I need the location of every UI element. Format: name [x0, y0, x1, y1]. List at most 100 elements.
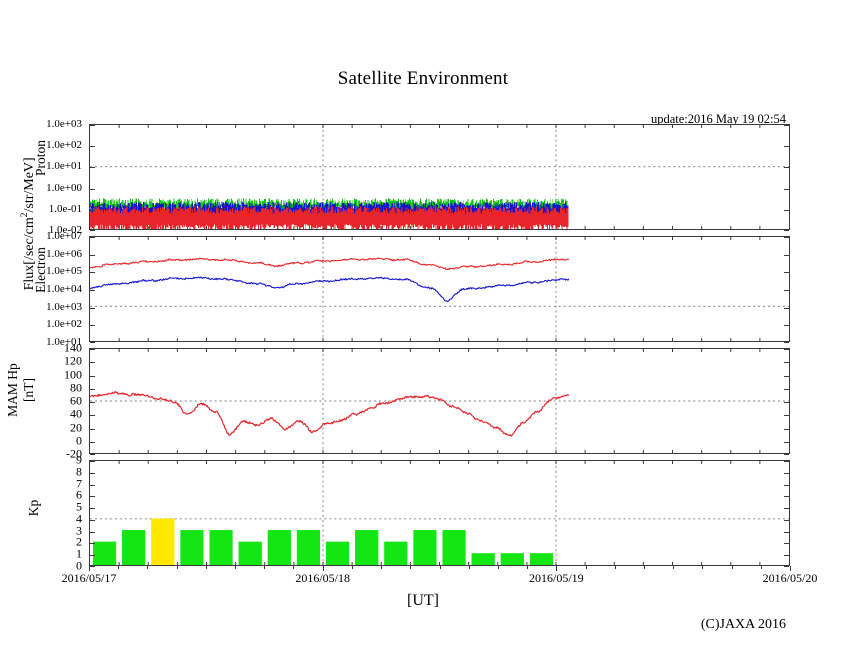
y-tick-mark: [90, 484, 95, 486]
y-tick-mark: [784, 454, 789, 455]
x-tick-mark: [235, 566, 237, 569]
electron-plot-area: [90, 237, 789, 341]
y-tick-mark: [784, 125, 789, 126]
y-tick-mark: [784, 254, 789, 256]
y-tick-mark: [90, 472, 95, 474]
y-tick-label: 1.0e+02: [46, 139, 82, 152]
y-tick-mark: [90, 555, 95, 557]
x-axis-title: [UT]: [407, 592, 439, 609]
kp-plot-area: [90, 461, 789, 565]
y-tick-mark: [90, 543, 95, 545]
y-tick-mark: [90, 402, 95, 403]
y-tick-label: 7: [76, 476, 82, 491]
y-tick-mark: [90, 496, 95, 498]
y-tick-label: 1.0e+03: [46, 300, 82, 313]
y-tick-mark: [90, 566, 95, 567]
y-tick-mark: [90, 209, 95, 211]
y-tick-label: 1.0e+05: [46, 265, 82, 278]
copyright-notice: (C)JAXA 2016: [700, 617, 786, 632]
kp-panel-label: Kp: [26, 499, 41, 517]
x-tick-mark: [760, 566, 762, 569]
y-tick-mark: [784, 342, 789, 343]
y-tick-label: 1.0e+04: [46, 283, 82, 295]
x-tick-mark: [293, 566, 295, 569]
y-tick-mark: [784, 188, 789, 190]
proton-panel-label: Proton: [33, 140, 48, 177]
x-tick-mark: [351, 566, 353, 569]
y-tick-mark: [784, 461, 789, 462]
kp-plot-svg: [90, 461, 789, 565]
y-tick-label: 100: [64, 367, 82, 381]
y-tick-mark: [90, 428, 95, 430]
y-tick-label: 8: [76, 464, 82, 479]
y-tick-label: 4: [76, 511, 82, 526]
x-tick-label: 2016/05/20: [762, 571, 818, 585]
y-tick-label: 0: [76, 558, 82, 573]
y-tick-label: 120: [64, 353, 82, 368]
y-tick-label: 9: [76, 452, 82, 467]
mam-hp-panel: [89, 348, 790, 455]
x-axis-tick-marks: [89, 566, 791, 572]
x-tick-mark: [790, 566, 791, 571]
y-tick-mark: [784, 496, 789, 498]
y-tick-mark: [784, 290, 789, 291]
x-tick-mark: [264, 566, 266, 569]
y-tick-label: 80: [70, 380, 82, 395]
y-tick-mark: [90, 254, 95, 256]
proton-plot-svg: [90, 125, 789, 229]
y-tick-label: 6: [76, 487, 82, 502]
x-tick-mark: [468, 566, 470, 569]
y-tick-mark: [784, 566, 789, 567]
y-tick-mark: [90, 125, 95, 126]
y-tick-mark: [784, 415, 789, 417]
x-tick-mark: [702, 566, 704, 569]
y-tick-mark: [784, 209, 789, 211]
y-tick-label: 2: [76, 534, 82, 549]
y-tick-mark: [90, 146, 95, 148]
mam-hp-label-line2: [nT]: [21, 378, 36, 402]
y-tick-mark: [90, 441, 95, 443]
x-tick-mark: [205, 566, 207, 569]
y-tick-label: 60: [70, 393, 82, 408]
y-tick-mark: [90, 290, 95, 291]
y-tick-mark: [90, 237, 95, 238]
electron-y-tick-labels: 1.0e+07 1.0e+06 1.0e+05 1.0e+04 1.0e+03 1.0e+…: [0, 230, 82, 348]
y-tick-label: 1.0e+01: [46, 160, 82, 173]
electron-plot-svg: [90, 237, 789, 341]
kp-panel: [89, 460, 790, 567]
y-tick-mark: [784, 402, 789, 403]
y-tick-mark: [90, 167, 95, 169]
y-tick-mark: [90, 342, 95, 343]
x-tick-label: 2016/05/19: [528, 571, 584, 585]
x-tick-mark: [381, 566, 383, 569]
y-tick-label: 20: [70, 420, 82, 434]
x-tick-mark: [614, 566, 616, 569]
y-tick-mark: [90, 388, 95, 390]
y-tick-label: 140: [64, 340, 82, 355]
y-tick-mark: [90, 454, 95, 455]
y-tick-mark: [784, 146, 789, 148]
y-tick-label: 3: [76, 523, 82, 538]
y-tick-mark: [90, 519, 95, 521]
y-tick-label: -20: [66, 446, 82, 461]
y-tick-mark: [90, 415, 95, 417]
update-timestamp: update:2016 May 19 02:54: [650, 112, 786, 126]
y-tick-mark: [784, 362, 789, 364]
mam-hp-plot-area: [90, 349, 789, 453]
x-tick-mark: [527, 566, 529, 569]
y-tick-label: 0: [76, 433, 82, 448]
y-tick-mark: [784, 388, 789, 390]
proton-panel: [89, 124, 790, 231]
x-tick-mark: [731, 566, 733, 569]
x-tick-mark: [322, 566, 324, 571]
x-tick-mark: [585, 566, 587, 569]
y-tick-mark: [90, 362, 95, 364]
y-tick-mark: [90, 375, 95, 377]
x-tick-mark: [673, 566, 675, 569]
y-tick-mark: [90, 531, 95, 533]
y-tick-mark: [784, 307, 789, 309]
y-tick-label: 5: [76, 499, 82, 514]
y-tick-label: 1.0e+03: [46, 118, 82, 130]
